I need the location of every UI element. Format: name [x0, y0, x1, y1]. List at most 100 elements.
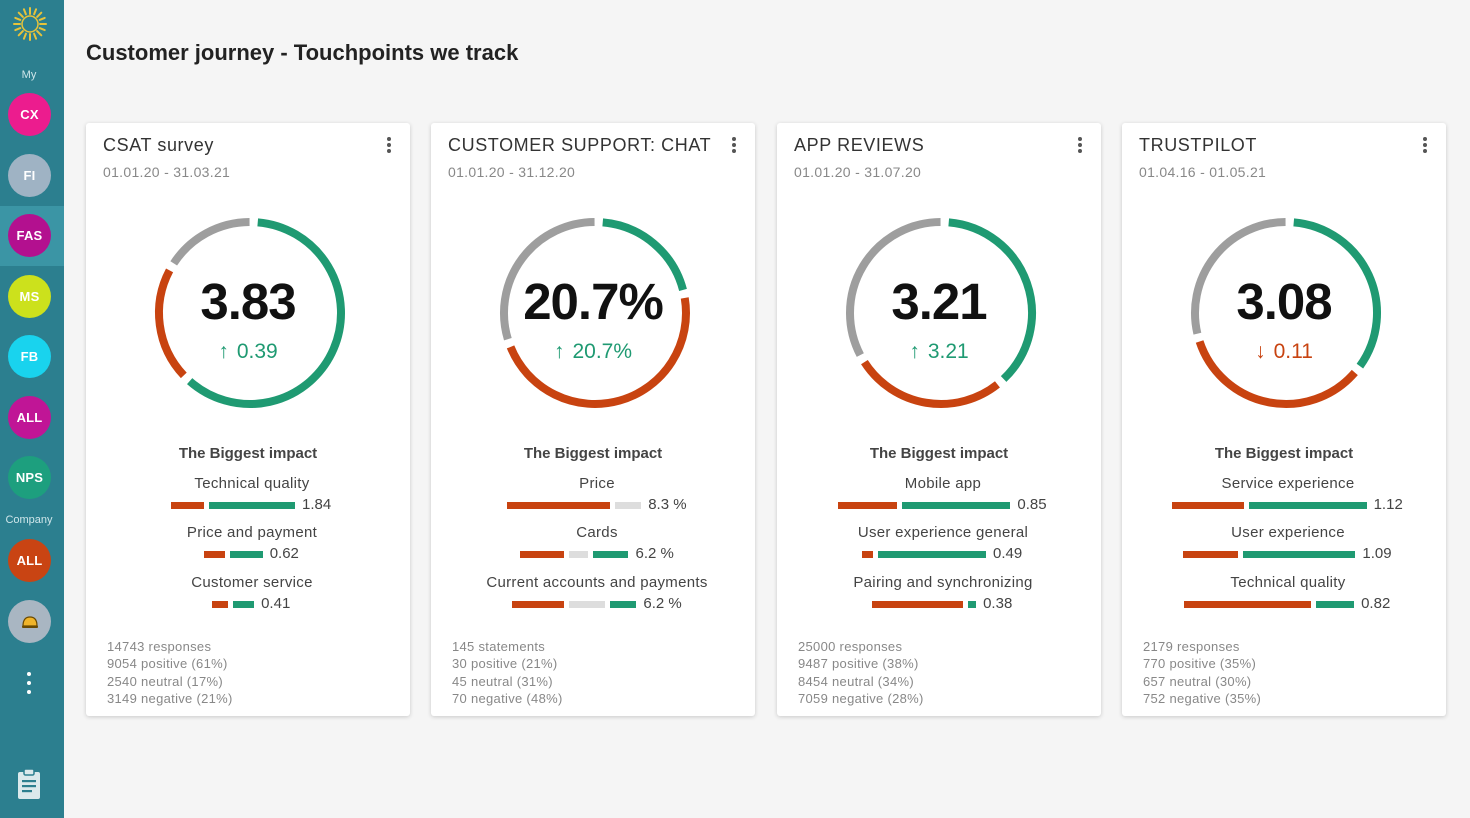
card-date-range: 01.01.20 - 31.07.20 [794, 164, 922, 180]
sentiment-gauge [1191, 218, 1381, 408]
stats-line: 9487 positive (38%) [798, 656, 919, 672]
sidebar-avatar-1[interactable]: FI [8, 154, 51, 197]
gauge-value: 3.21 [891, 273, 987, 330]
impact-value: 0.38 [983, 595, 1013, 612]
impact-item: Cards 6.2 % [431, 524, 755, 566]
gauge-delta: ↑ 20.7% [431, 339, 755, 365]
impact-label: Pairing and synchronizing [853, 574, 1033, 591]
impact-bars: 0.62 [86, 544, 410, 564]
gauge-value: 20.7% [523, 273, 664, 330]
sidebar-company-label: Company [5, 514, 53, 526]
impact-label: Price [579, 475, 615, 492]
impact-value: 0.62 [269, 545, 299, 562]
card-title: TRUSTPILOT [1139, 135, 1258, 155]
sidebar-avatar-4[interactable]: FB [8, 335, 51, 378]
impact-label: User experience general [857, 524, 1029, 541]
gauge-negative-arc [155, 268, 187, 379]
impact-value: 0.41 [261, 595, 291, 612]
card-menu-icon[interactable] [1075, 135, 1085, 155]
impact-bars: 8.3 % [431, 495, 755, 515]
stats-line: 145 statements [452, 639, 546, 654]
impact-neutral-bar [569, 551, 588, 558]
sidebar-avatar-3[interactable]: MS [8, 275, 51, 318]
stats-line: 770 positive (35%) [1143, 656, 1257, 672]
impact-label: Technical quality [194, 475, 310, 492]
sidebar-avatar-0[interactable]: CX [8, 93, 51, 136]
stats-line: 2540 neutral (17%) [107, 673, 223, 689]
gauge-neutral-arc [1191, 218, 1286, 335]
sidebar-avatar-5[interactable]: ALL [8, 396, 51, 439]
impact-neutral-bar [614, 502, 642, 509]
sentiment-gauge [500, 218, 690, 408]
sidebar-avatar-6[interactable]: NPS [8, 456, 51, 499]
impact-item: User experience general 0.49 [777, 524, 1101, 566]
card-menu-icon[interactable] [729, 135, 739, 155]
impact-label: Cards [576, 524, 618, 541]
impact-negative-bar [171, 502, 205, 509]
gauge-neutral-arc [500, 218, 595, 341]
impact-value: 6.2 % [643, 595, 682, 612]
card-date-range: 01.04.16 - 01.05.21 [1139, 164, 1267, 180]
gauge-value: 3.83 [200, 273, 296, 330]
card-menu-icon[interactable] [1420, 135, 1430, 155]
impact-label: Technical quality [1230, 574, 1346, 591]
impact-negative-bar [519, 551, 565, 558]
impact-value: 6.2 % [635, 545, 674, 562]
response-stats: 25000 responses 9487 positive (38%) 8454 n… [798, 638, 924, 707]
gauge-delta-value: 3.21 [927, 340, 969, 363]
impact-label: User experience [1231, 524, 1345, 541]
impact-label: Mobile app [904, 475, 982, 492]
impact-bars: 1.84 [86, 495, 410, 515]
stats-line: 45 neutral (31%) [452, 673, 553, 689]
gauge-negative-arc [861, 359, 1000, 409]
impact-negative-bar [506, 502, 610, 509]
stats-line: 14743 responses [107, 639, 212, 654]
impact-label: Customer service [191, 574, 313, 591]
stats-line: 8454 neutral (34%) [798, 673, 914, 689]
clipboard-icon[interactable] [16, 768, 42, 800]
gauge-delta-value: 0.39 [236, 340, 278, 363]
impact-value: 0.49 [993, 545, 1023, 562]
sidebar-my-label: My [21, 69, 37, 81]
stats-line: 7059 negative (28%) [798, 690, 924, 706]
sidebar-company-avatar-1[interactable] [8, 600, 51, 643]
card-title: CSAT survey [103, 135, 214, 155]
gauge-delta: ↑ 3.21 [777, 339, 1101, 365]
card-date-range: 01.01.20 - 31.12.20 [448, 164, 576, 180]
stats-line: 2179 responses [1143, 639, 1240, 654]
impact-bars: 0.41 [86, 594, 410, 614]
impact-bars: 6.2 % [431, 544, 755, 564]
impact-item: Service experience 1.12 [1122, 475, 1446, 517]
sun-logo-icon[interactable] [12, 6, 48, 42]
impact-bars: 0.49 [777, 544, 1101, 564]
card-menu-icon[interactable] [384, 135, 394, 155]
impact-item: Current accounts and payments 6.2 % [431, 574, 755, 616]
impact-bars: 0.38 [777, 594, 1101, 614]
gauge-neutral-arc [846, 218, 941, 357]
more-vertical-icon[interactable] [22, 668, 36, 698]
impact-label: Price and payment [186, 524, 318, 541]
gauge-delta-value: 0.11 [1273, 340, 1313, 363]
helmet-icon [21, 615, 38, 628]
sidebar-avatar-2[interactable]: FAS [8, 214, 51, 257]
gauge-positive-arc [602, 218, 687, 291]
impact-bars: 0.82 [1122, 594, 1446, 614]
sidebar-company-avatar-0[interactable]: ALL [8, 539, 51, 582]
impact-positive-bar [968, 601, 977, 608]
impact-positive-bar [1249, 502, 1367, 509]
arrow-up-icon: ↑ [218, 340, 229, 363]
impact-title: The Biggest impact [523, 445, 663, 462]
impact-value: 1.12 [1373, 496, 1403, 513]
impact-bars: 0.85 [777, 495, 1101, 515]
page-title: Customer journey - Touchpoints we track [86, 40, 519, 65]
impact-positive-bar [1315, 601, 1355, 608]
gauge-positive-arc [1293, 218, 1381, 369]
impact-title: The Biggest impact [1214, 445, 1354, 462]
impact-item: Mobile app 0.85 [777, 475, 1101, 517]
impact-negative-bar [837, 502, 898, 509]
stats-line: 3149 negative (21%) [107, 690, 233, 706]
impact-label: Service experience [1221, 475, 1355, 492]
arrow-up-icon: ↑ [553, 340, 565, 363]
arrow-down-icon: ↓ [1255, 340, 1266, 363]
impact-bars: 1.09 [1122, 544, 1446, 564]
